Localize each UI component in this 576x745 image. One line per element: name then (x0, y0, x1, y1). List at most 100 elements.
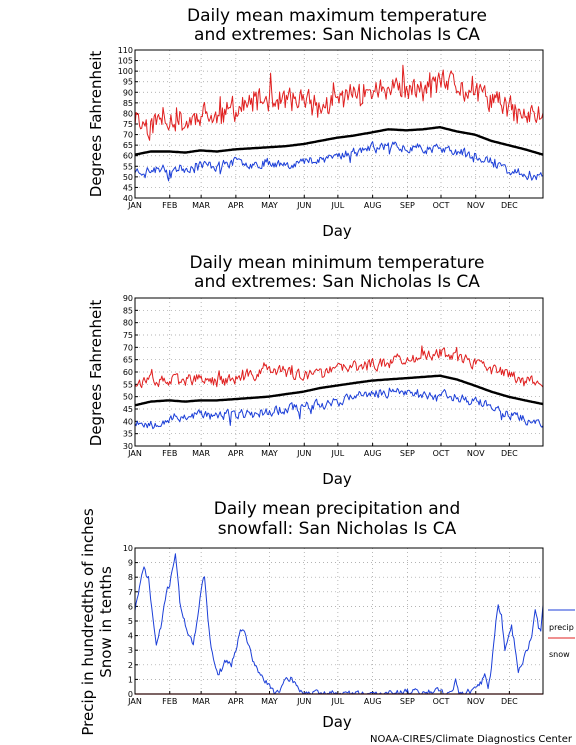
y-tick-label: 90 (123, 88, 133, 97)
y-tick-label: 40 (123, 417, 133, 426)
series-line-mean (134, 125, 544, 156)
x-tick-labels: JAN FEB MAR APR MAY JUN JUL AUG SEP OCT NOV DEC (127, 201, 518, 210)
x-tick-label: NOV (467, 449, 485, 458)
y-axis-label: Degrees Fahrenheit (87, 51, 105, 198)
x-tick-label: MAY (261, 201, 278, 210)
y-tick-label: 6 (128, 602, 133, 611)
y-tick-label: 85 (123, 306, 133, 315)
y-tick-label: 4 (128, 632, 133, 641)
series-lines (134, 553, 544, 695)
grid (134, 297, 543, 447)
x-tick-label: JAN (127, 697, 142, 706)
x-tick-label: AUG (364, 201, 382, 210)
x-tick-label: OCT (433, 697, 450, 706)
y-tick-label: 75 (123, 331, 133, 340)
x-tick-labels: JAN FEB MAR APR MAY JUN JUL AUG SEP OCT NOV DEC (127, 697, 518, 706)
legend-precip-label: precip (549, 623, 574, 632)
x-tick-label: DEC (501, 201, 518, 210)
x-tick-label: JUN (296, 449, 311, 458)
y-axis-label: Degrees Fahrenheit (87, 300, 105, 447)
series-line-high (134, 64, 544, 141)
legend: precip snow (548, 609, 575, 659)
y-tick-label: 85 (123, 99, 133, 108)
x-tick-labels: JAN FEB MAR APR MAY JUN JUL AUG SEP OCT NOV DEC (127, 449, 518, 458)
x-axis-label: Day (322, 713, 352, 731)
x-axis-label: Day (322, 222, 352, 240)
y-axis-label-line2: Snow in tenths (97, 566, 115, 678)
y-axis-label-line1: Precip in hundredths of inches (79, 508, 97, 735)
plot-frame (134, 49, 544, 199)
y-tick-labels: 0 1 2 3 4 5 6 7 8 9 10 (123, 544, 133, 699)
x-tick-label: JUN (296, 697, 311, 706)
x-tick-label: NOV (467, 697, 485, 706)
x-tick-label: FEB (162, 449, 177, 458)
x-tick-label: JUL (331, 449, 345, 458)
x-tick-label: JUL (331, 697, 345, 706)
max-temperature-chart: Daily mean maximum temperature and extre… (87, 6, 544, 240)
series-line-high (134, 345, 544, 389)
x-tick-label: APR (228, 697, 244, 706)
y-tick-label: 105 (118, 57, 133, 66)
y-tick-labels: 30 35 40 45 50 55 60 65 70 75 80 85 90 (123, 294, 133, 451)
series-line-low (134, 141, 544, 182)
y-tick-label: 9 (128, 559, 133, 568)
x-tick-label: FEB (162, 201, 177, 210)
x-tick-label: DEC (501, 449, 518, 458)
grid (134, 547, 543, 695)
y-tick-label: 70 (123, 131, 133, 140)
series-lines (134, 345, 544, 430)
y-tick-label: 45 (123, 405, 133, 414)
y-tick-label: 30 (123, 442, 133, 451)
y-tick-label: 75 (123, 120, 133, 129)
credit-text: NOAA-CIRES/Climate Diagnostics Center (370, 734, 573, 745)
x-axis-label: Day (322, 470, 352, 488)
x-tick-label: MAR (192, 449, 210, 458)
legend-snow-label: snow (549, 650, 570, 659)
y-tick-label: 50 (123, 173, 133, 182)
x-tick-label: MAY (261, 449, 278, 458)
y-tick-label: 70 (123, 343, 133, 352)
y-tick-label: 3 (128, 646, 133, 655)
x-tick-label: NOV (467, 201, 485, 210)
y-tick-label: 40 (123, 194, 133, 203)
precipitation-chart: Daily mean precipitation and snowfall: S… (79, 499, 575, 736)
series-lines (134, 64, 544, 182)
x-tick-label: FEB (162, 697, 177, 706)
chart-title-line1: Daily mean maximum temperature (187, 6, 487, 26)
x-tick-label: MAR (192, 201, 210, 210)
x-tick-label: SEP (400, 201, 415, 210)
y-tick-label: 55 (123, 162, 133, 171)
y-tick-label: 90 (123, 294, 133, 303)
x-tick-label: AUG (364, 697, 382, 706)
x-tick-label: SEP (400, 697, 415, 706)
y-tick-label: 60 (123, 368, 133, 377)
y-tick-label: 35 (123, 430, 133, 439)
x-tick-label: APR (228, 201, 244, 210)
x-tick-label: DEC (501, 697, 518, 706)
grid (134, 49, 543, 199)
x-tick-label: SEP (400, 449, 415, 458)
chart-title-line2: and extremes: San Nicholas Is CA (194, 25, 480, 45)
y-tick-label: 95 (123, 78, 133, 87)
x-tick-label: OCT (433, 449, 450, 458)
chart-title-line2: snowfall: San Nicholas Is CA (218, 519, 457, 539)
x-tick-label: MAY (261, 697, 278, 706)
y-tick-label: 10 (123, 544, 133, 553)
y-tick-label: 65 (123, 356, 133, 365)
x-tick-label: AUG (364, 449, 382, 458)
y-tick-label: 2 (128, 661, 133, 670)
y-tick-label: 8 (128, 573, 133, 582)
y-tick-label: 80 (123, 109, 133, 118)
y-tick-label: 60 (123, 152, 133, 161)
x-tick-label: OCT (433, 201, 450, 210)
y-tick-label: 1 (128, 675, 133, 684)
x-tick-label: JUN (296, 201, 311, 210)
y-tick-label: 55 (123, 380, 133, 389)
plot-frame (134, 547, 544, 695)
series-line-precip (134, 553, 544, 695)
y-tick-label: 65 (123, 141, 133, 150)
y-tick-label: 50 (123, 393, 133, 402)
y-tick-label: 45 (123, 183, 133, 192)
